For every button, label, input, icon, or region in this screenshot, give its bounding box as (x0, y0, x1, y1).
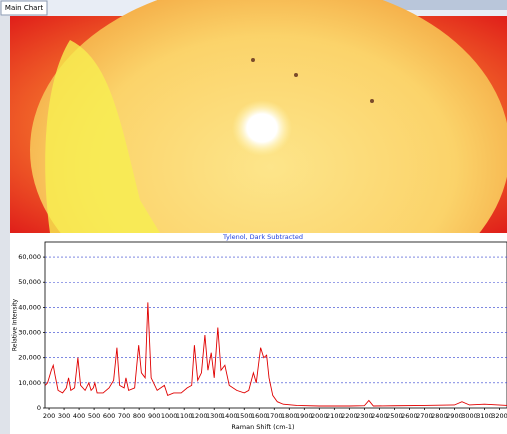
tab-bar-decoration (380, 0, 507, 10)
y-tick-label: 50,000 (18, 278, 41, 286)
x-tick-label: 900 (148, 412, 160, 420)
x-tick-label: 800 (133, 412, 145, 420)
x-tick-label: 700 (118, 412, 130, 420)
x-tick-label: 2800 (431, 412, 448, 420)
x-tick-label: 2400 (371, 412, 388, 420)
left-panel (0, 16, 10, 434)
x-tick-label: 2000 (311, 412, 328, 420)
x-tick-label: 2700 (416, 412, 433, 420)
x-tick-label: 1800 (281, 412, 298, 420)
y-axis-label: Relative Intensity (12, 298, 19, 351)
image-region (45, 40, 160, 233)
x-tick-label: 1400 (221, 412, 238, 420)
x-tick-label: 1300 (206, 412, 223, 420)
y-tick-label: 30,000 (18, 329, 41, 337)
y-tick-label: 20,000 (18, 354, 41, 362)
laser-spot (232, 100, 292, 156)
chart-title: Tylenol, Dark Subtracted (222, 233, 303, 241)
image-speck (370, 99, 374, 103)
x-tick-label: 3000 (461, 412, 478, 420)
x-tick-label: 500 (88, 412, 100, 420)
x-tick-label: 400 (73, 412, 85, 420)
x-tick-label: 3100 (476, 412, 493, 420)
image-speck (251, 58, 255, 62)
x-tick-label: 1000 (161, 412, 178, 420)
x-tick-label: 2100 (326, 412, 343, 420)
x-tick-label: 600 (103, 412, 115, 420)
x-tick-label: 2900 (446, 412, 463, 420)
y-tick-label: 10,000 (18, 379, 41, 387)
x-tick-label: 1200 (191, 412, 208, 420)
x-tick-label: 200 (43, 412, 55, 420)
x-tick-label: 1900 (296, 412, 313, 420)
x-tick-label: 1700 (266, 412, 283, 420)
x-tick-label: 2500 (386, 412, 403, 420)
y-tick-label: 60,000 (18, 253, 41, 261)
plot: 0 10,000 20,000 30,000 40,000 50,000 60,000 200… (18, 241, 507, 420)
tab[interactable] (0, 0, 48, 16)
y-tick-label: 40,000 (18, 303, 41, 311)
image-speck (294, 73, 298, 77)
spectrum-line (44, 302, 507, 407)
x-tick-label: 300 (58, 412, 70, 420)
x-tick-label: 1600 (251, 412, 268, 420)
x-tick-label: 2600 (401, 412, 418, 420)
x-tick-label: 1500 (236, 412, 253, 420)
plot-area (44, 241, 507, 409)
x-tick-label: 3200 (491, 412, 507, 420)
x-tick-label: 2200 (341, 412, 358, 420)
x-axis-label: Raman Shift (cm-1) (231, 423, 294, 431)
x-tick-label: 2300 (356, 412, 373, 420)
y-tick-label: 0 (37, 404, 41, 412)
x-tick-label: 1100 (176, 412, 193, 420)
tab-label[interactable]: Main Chart (5, 4, 43, 12)
